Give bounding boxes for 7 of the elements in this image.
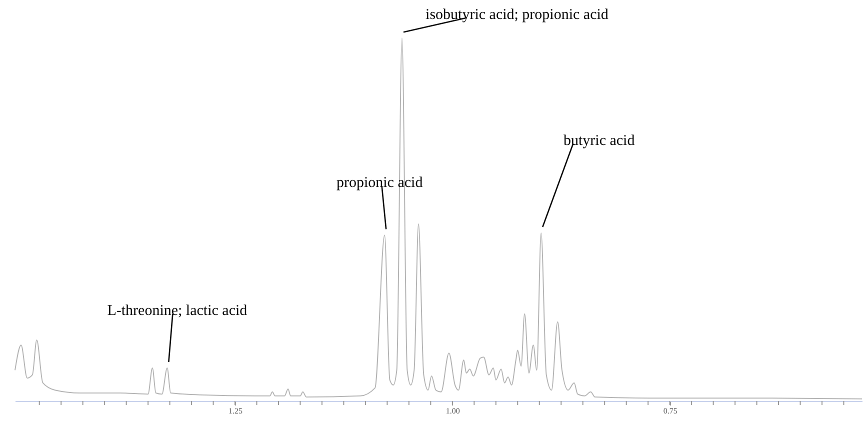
x-tick-label: 1.25	[228, 406, 243, 416]
x-tick-label: 0.75	[663, 406, 678, 416]
annotation: L-threonine; lactic acid	[107, 302, 248, 319]
annotation: isobutyric acid; propionic acid	[426, 7, 609, 24]
x-tick-label: 1.00	[446, 406, 460, 416]
annotation: butyric acid	[563, 132, 636, 149]
annotation: propionic acid	[336, 175, 424, 192]
